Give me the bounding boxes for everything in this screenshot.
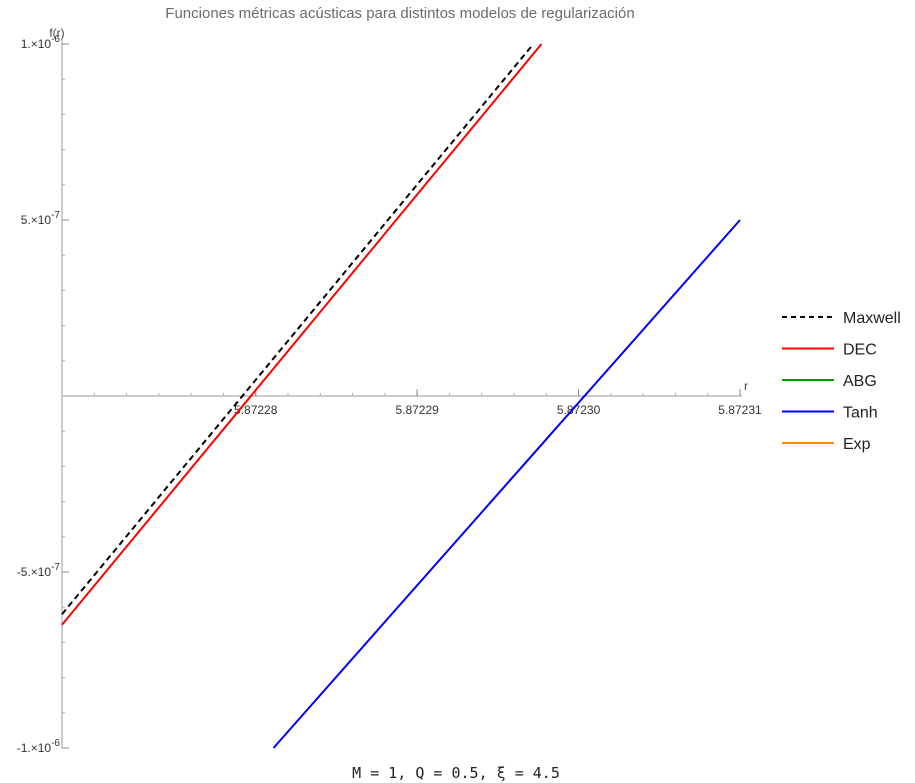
legend-label-exp: Exp [843, 436, 871, 453]
legend-label-abg: ABG [843, 373, 877, 390]
series-line-dec [61, 43, 543, 626]
y-axis-label: f(r) [49, 26, 64, 40]
series-line-tanh [272, 219, 741, 749]
x-axis-label: r [744, 379, 748, 393]
legend: Maxwell DEC ABG Tanh Exp [782, 310, 901, 453]
x-tick-label: 5.87230 [557, 403, 601, 417]
chart-title: Funciones métricas acústicas para distin… [165, 5, 634, 22]
y-tick-label: -5.×10-7 [17, 562, 61, 579]
axes: f(r) r 5.87228 5.87229 5.87230 5.87231 -1.×10-… [17, 26, 762, 755]
y-tick-label: 1.×10-6 [21, 34, 61, 51]
x-tick-label: 5.87229 [395, 403, 439, 417]
series-layer [61, 43, 741, 749]
y-tick-label: 5.×10-7 [21, 210, 61, 227]
parameter-caption: M = 1, Q = 0.5, ξ = 4.5 [352, 764, 560, 782]
legend-label-tanh: Tanh [843, 405, 878, 422]
x-tick-label: 5.87231 [718, 403, 762, 417]
y-tick-label: -1.×10-6 [17, 738, 61, 755]
x-tick-label: 5.87228 [234, 403, 278, 417]
legend-label-dec: DEC [843, 342, 877, 359]
legend-label-maxwell: Maxwell [843, 310, 901, 327]
series-line-maxwell [61, 43, 535, 615]
